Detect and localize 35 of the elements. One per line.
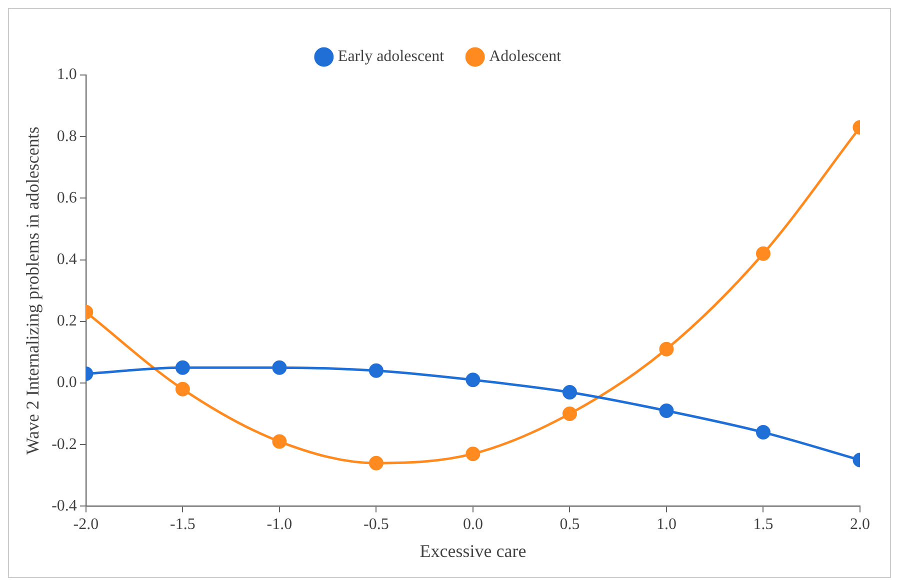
x-tick-label: 1.5 [753,516,774,534]
x-tick-label: 2.0 [850,516,870,534]
point [175,382,190,396]
point [175,360,190,375]
x-axis-title: Excessive care [420,540,526,561]
y-tick-label: 1.0 [56,66,77,84]
x-tick-label: 1.0 [656,516,676,534]
legend-label: Early adolescent [338,48,445,66]
point [756,425,770,440]
y-tick-label: 0.4 [56,251,77,268]
point [466,446,480,462]
y-tick-label: 0.0 [56,374,77,392]
legend-label: Adolescent [489,48,562,66]
y-tick-label: 0.6 [56,189,77,206]
y-tick-label: -0.2 [52,436,77,453]
point [659,403,674,418]
y-tick-label: 0.8 [56,128,77,145]
y-tick-label: -0.4 [52,497,77,514]
point [368,456,384,470]
x-tick-label: 0.5 [560,516,580,534]
x-tick-label: -0.5 [364,516,389,534]
point [466,372,480,388]
point [272,434,287,449]
x-tick-label: -1.0 [266,516,292,534]
y-axis-title: Wave 2 Internalizing problems in adolescents [22,126,43,455]
x-tick-label: -2.0 [73,516,99,534]
x-tick-label: 0.0 [462,516,483,534]
point [272,360,287,375]
point [368,363,384,378]
point [756,246,770,261]
point [659,342,674,356]
point [562,406,577,422]
x-tick-label: -1.5 [170,516,196,534]
point [562,384,577,400]
y-tick-label: 0.2 [56,312,77,330]
